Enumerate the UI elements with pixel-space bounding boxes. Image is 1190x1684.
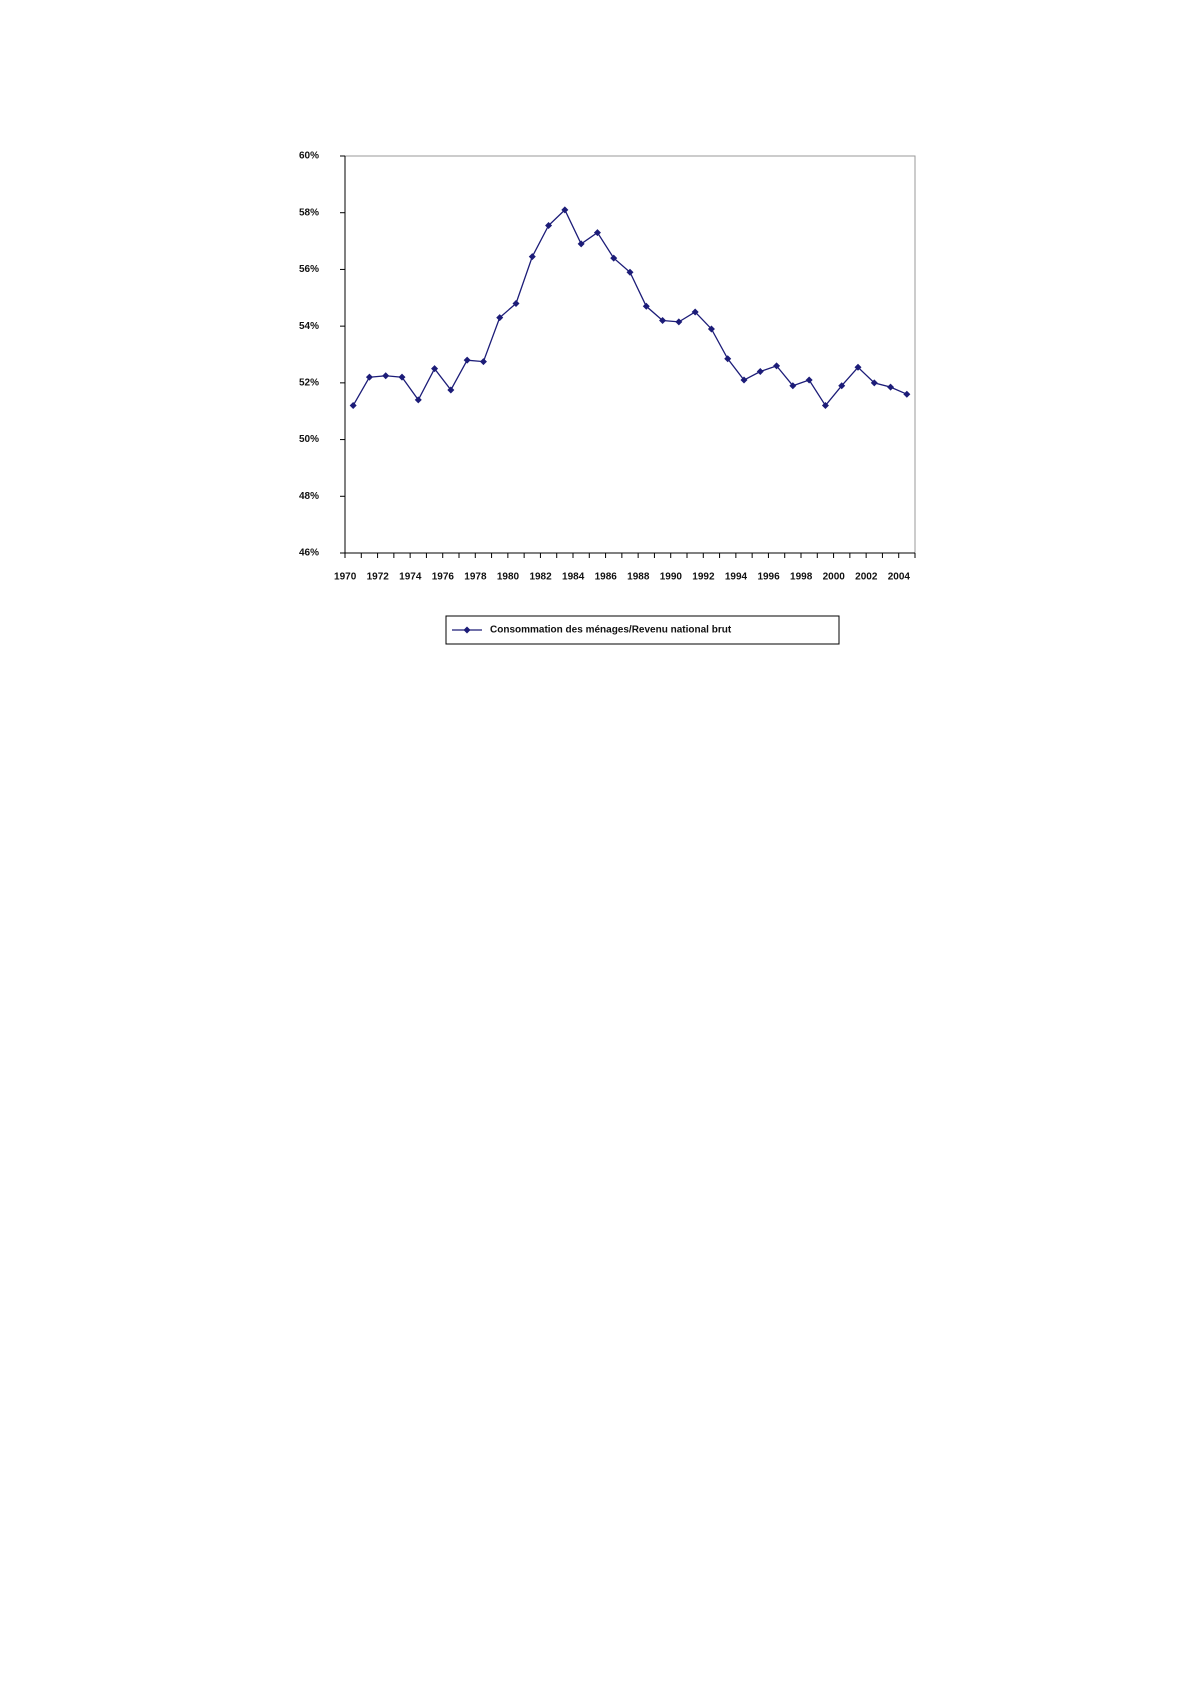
data-point	[528, 253, 536, 261]
data-point	[545, 221, 553, 229]
data-point	[349, 402, 357, 410]
x-tick-label: 1974	[399, 572, 422, 583]
data-point	[773, 362, 781, 370]
data-point	[610, 254, 618, 262]
data-point	[887, 383, 895, 391]
data-point	[512, 299, 520, 307]
data-point	[642, 302, 650, 310]
data-point	[854, 363, 862, 371]
data-point	[414, 396, 422, 404]
x-tick-label: 1988	[627, 572, 650, 583]
data-point	[821, 402, 829, 410]
y-tick-label: 56%	[299, 264, 319, 275]
legend-marker	[463, 626, 471, 634]
x-tick-label: 1998	[790, 572, 813, 583]
y-tick-label: 54%	[299, 321, 319, 332]
data-point	[365, 373, 373, 381]
series-line	[352, 208, 908, 407]
x-tick-label: 1990	[660, 572, 683, 583]
data-point	[756, 368, 764, 376]
data-point	[593, 229, 601, 237]
x-tick-label: 1972	[367, 572, 390, 583]
y-tick-label: 58%	[299, 207, 319, 218]
data-point	[447, 386, 455, 394]
x-tick-label: 2004	[888, 572, 911, 583]
data-point	[463, 356, 471, 364]
data-point	[740, 376, 748, 384]
data-point	[805, 376, 813, 384]
x-tick-label: 1976	[432, 572, 455, 583]
x-tick-label: 1996	[757, 572, 780, 583]
x-tick-label: 1994	[725, 572, 748, 583]
x-tick-label: 1980	[497, 572, 520, 583]
y-tick-label: 50%	[299, 434, 319, 445]
data-point	[577, 240, 585, 248]
data-point	[870, 379, 878, 387]
data-point	[431, 365, 439, 373]
x-tick-label: 2000	[823, 572, 846, 583]
data-point	[659, 316, 667, 324]
data-point	[479, 358, 487, 366]
x-tick-label: 1984	[562, 572, 585, 583]
data-point	[398, 373, 406, 381]
legend-label: Consommation des ménages/Revenu national…	[490, 625, 732, 636]
x-tick-label: 1986	[595, 572, 618, 583]
data-point	[789, 382, 797, 390]
plot-area	[344, 155, 916, 554]
data-point	[707, 325, 715, 333]
x-tick-label: 1982	[529, 572, 552, 583]
data-point	[496, 314, 504, 322]
data-point	[382, 372, 390, 380]
data-point	[903, 390, 911, 398]
x-tick-label: 1978	[464, 572, 487, 583]
data-point	[724, 355, 732, 363]
y-tick-label: 46%	[299, 548, 319, 559]
data-point	[561, 206, 569, 214]
data-point	[675, 318, 683, 326]
x-tick-label: 1992	[692, 572, 715, 583]
y-tick-label: 52%	[299, 377, 319, 388]
data-point	[691, 308, 699, 316]
data-point	[838, 382, 846, 390]
y-tick-label: 60%	[299, 151, 319, 162]
x-tick-label: 1970	[334, 572, 357, 583]
y-tick-label: 48%	[299, 491, 319, 502]
legend-box	[445, 615, 840, 645]
data-point	[626, 268, 634, 276]
x-tick-label: 2002	[855, 572, 878, 583]
